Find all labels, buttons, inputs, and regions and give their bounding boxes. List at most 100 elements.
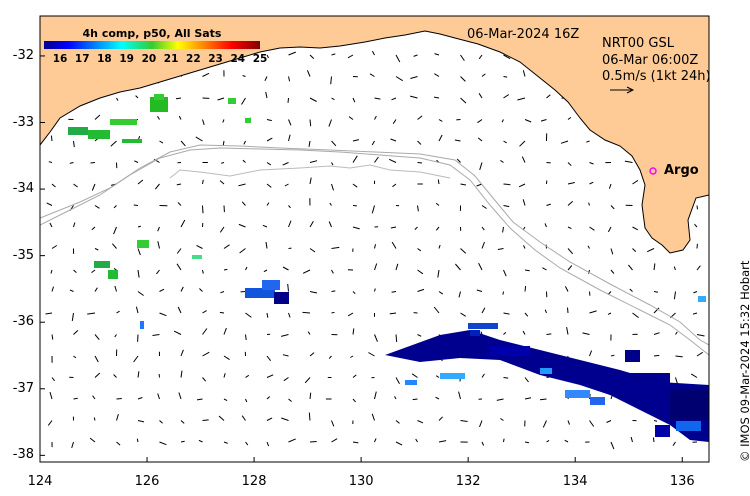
current-vector (539, 398, 547, 401)
current-vector (369, 73, 375, 77)
current-vector (460, 76, 466, 82)
current-vector (567, 420, 570, 425)
current-vector (374, 263, 378, 271)
current-vector (546, 94, 551, 99)
current-vector (503, 312, 510, 315)
current-vector (417, 248, 422, 252)
current-vector (202, 310, 207, 314)
current-vector (302, 311, 311, 314)
current-vector (134, 160, 139, 163)
current-vector (395, 76, 403, 82)
current-vector (47, 420, 53, 426)
current-vector (73, 140, 75, 148)
current-vector (503, 332, 507, 335)
current-vector (523, 245, 526, 249)
current-vector (646, 248, 655, 253)
current-vector (417, 334, 422, 337)
current-vector (690, 373, 698, 378)
current-vector (564, 286, 569, 292)
isobath-200m (40, 147, 709, 356)
current-vector (266, 396, 271, 400)
current-vector (371, 50, 375, 56)
lat-tick-label: -38 (12, 447, 34, 463)
current-vector (157, 393, 160, 400)
land-mass (40, 16, 709, 254)
current-vector (434, 73, 440, 77)
current-vector (476, 183, 483, 187)
current-vector (653, 263, 656, 271)
current-vector (223, 327, 227, 335)
current-vector (352, 97, 356, 103)
current-vector (245, 266, 248, 271)
current-vector (542, 267, 547, 271)
current-vector (352, 139, 360, 142)
current-vector (266, 183, 272, 188)
current-vector (152, 334, 160, 336)
current-vector (202, 72, 210, 77)
current-vector (586, 140, 590, 143)
current-vector (287, 283, 289, 292)
current-vector (458, 291, 461, 298)
current-vector (202, 419, 209, 421)
current-vector (114, 334, 117, 338)
current-vector (582, 332, 590, 335)
current-vector (410, 95, 418, 99)
current-vector (607, 226, 612, 233)
current-vector (374, 334, 378, 342)
current-vector (51, 377, 55, 382)
current-vector (417, 269, 424, 275)
current-vector (245, 312, 252, 318)
current-vector (159, 441, 167, 446)
current-vector (263, 269, 268, 273)
current-vector (51, 286, 54, 292)
lat-tick-label: -32 (12, 47, 34, 63)
current-vector (114, 285, 117, 292)
current-vector (180, 140, 186, 147)
current-vector (73, 355, 77, 359)
current-vector (173, 330, 182, 335)
current-vector (137, 269, 140, 278)
current-vector (606, 420, 612, 423)
current-vector (566, 327, 569, 335)
current-vector (352, 291, 356, 295)
current-vector (92, 395, 96, 400)
current-vector (368, 352, 375, 357)
current-vector (176, 183, 182, 186)
current-vector (460, 97, 467, 104)
lon-tick-label: 136 (669, 474, 695, 489)
argo-float-marker[interactable] (649, 167, 657, 175)
current-vector (395, 54, 401, 63)
current-vector (243, 140, 246, 145)
current-vector (589, 420, 595, 427)
current-vector (202, 269, 204, 274)
current-vector (242, 75, 246, 77)
current-vector (435, 396, 440, 400)
current-vector (241, 201, 246, 206)
current-vector (89, 437, 96, 443)
current-vector (501, 119, 504, 123)
current-vector (50, 269, 53, 274)
current-vector (282, 162, 289, 166)
current-vector (177, 202, 182, 206)
current-vector (477, 119, 483, 124)
current-vector (51, 334, 54, 340)
current-vector (374, 244, 376, 249)
current-vector (266, 417, 273, 421)
current-vector (477, 137, 483, 142)
current-vector (460, 312, 466, 317)
current-vector (438, 416, 443, 421)
current-vector (195, 136, 203, 142)
current-vector (331, 420, 335, 427)
current-vector (519, 140, 526, 147)
current-vector (522, 70, 526, 77)
current-vector (524, 286, 527, 292)
current-vector (239, 248, 246, 254)
current-vector (567, 162, 572, 167)
current-vector (521, 156, 526, 163)
current-vector (481, 241, 485, 249)
current-vector (458, 391, 461, 400)
current-vector (675, 355, 683, 358)
current-vector (220, 291, 225, 294)
current-vector (94, 114, 101, 120)
current-vector (110, 140, 117, 147)
